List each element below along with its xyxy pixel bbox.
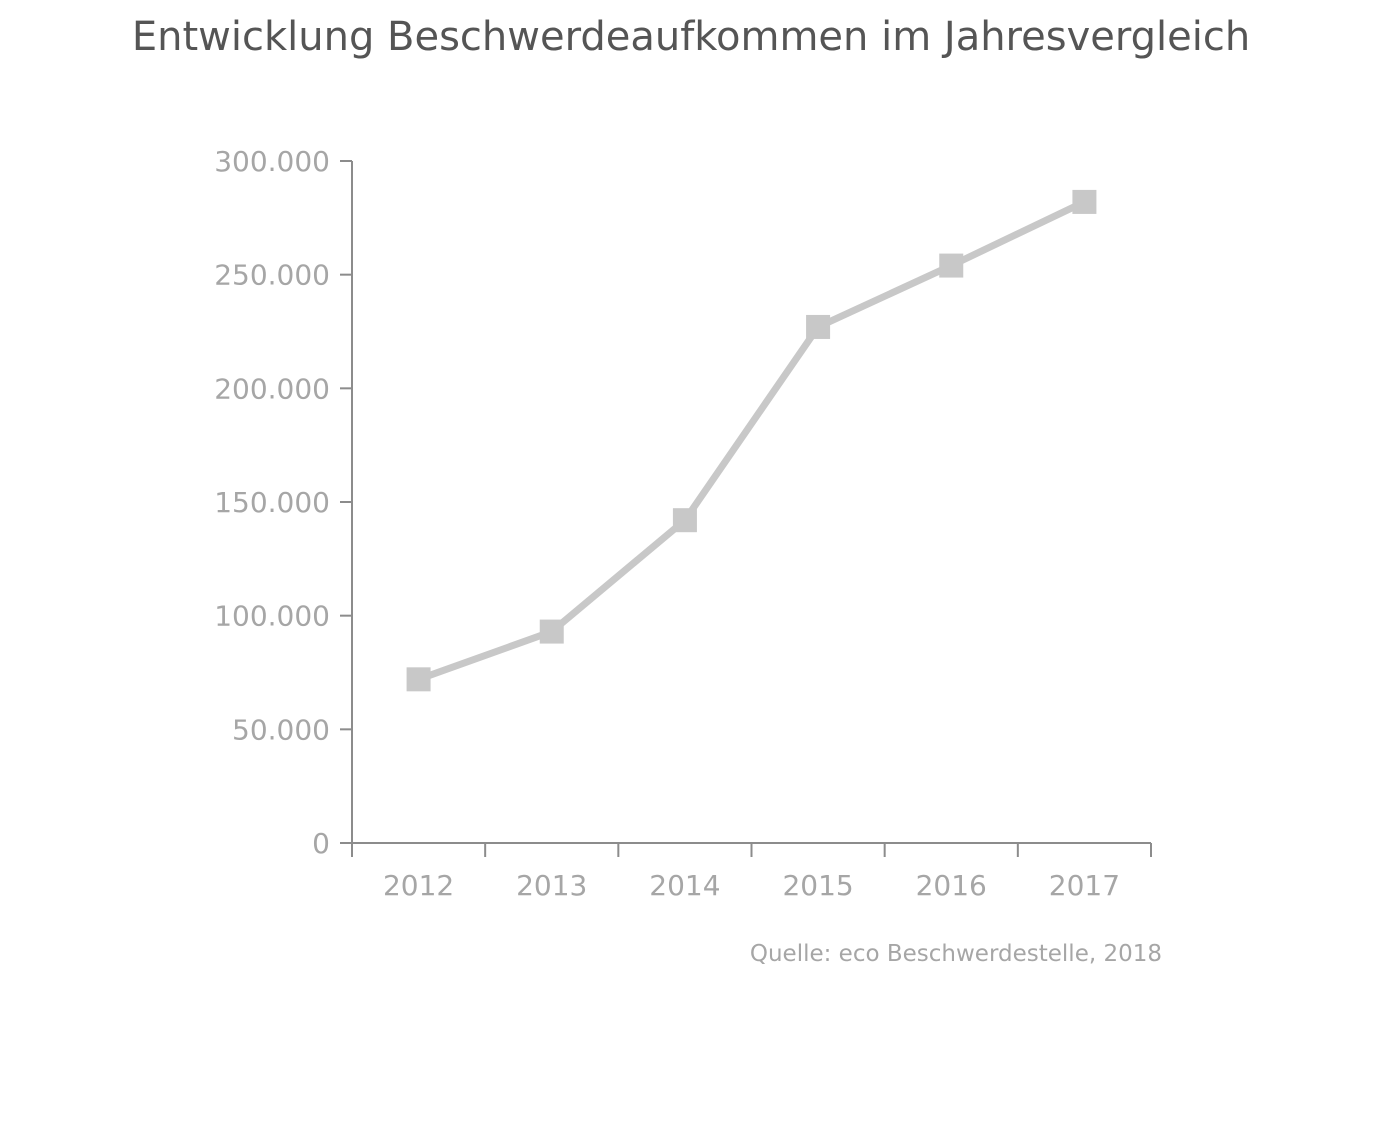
- y-tick-label: 250.000: [214, 259, 330, 292]
- y-tick-label: 100.000: [214, 600, 330, 633]
- source-note: Quelle: eco Beschwerdestelle, 2018: [750, 941, 1162, 967]
- chart-title: Entwicklung Beschwerdeaufkommen im Jahre…: [131, 14, 1251, 60]
- y-axis: 0 50.000 100.000 150.000 200.000 250.000 300.0…: [214, 145, 353, 860]
- data-point-marker: [539, 619, 564, 644]
- x-tick-label: 2012: [383, 869, 454, 902]
- x-tick-label: 2017: [1049, 869, 1120, 902]
- data-point-marker: [406, 667, 431, 692]
- x-axis: 2012 2013 2014 2015 2016 2017: [351, 842, 1152, 902]
- data-point-marker: [806, 314, 831, 339]
- y-tick-label: 300.000: [214, 145, 330, 178]
- y-tick-label: 150.000: [214, 486, 330, 519]
- y-tick-label: 50.000: [232, 713, 330, 746]
- x-tick-label: 2015: [782, 869, 853, 902]
- x-tick-label: 2016: [916, 869, 987, 902]
- data-point-marker: [939, 253, 964, 278]
- x-tick-label: 2014: [649, 869, 720, 902]
- series-line: [417, 198, 1086, 683]
- data-point-marker: [1072, 189, 1097, 214]
- series-layer: [406, 189, 1097, 692]
- data-point-marker: [672, 508, 697, 533]
- x-tick-label: 2013: [516, 869, 587, 902]
- y-tick-label: 200.000: [214, 372, 330, 405]
- y-tick-label: 0: [312, 827, 330, 860]
